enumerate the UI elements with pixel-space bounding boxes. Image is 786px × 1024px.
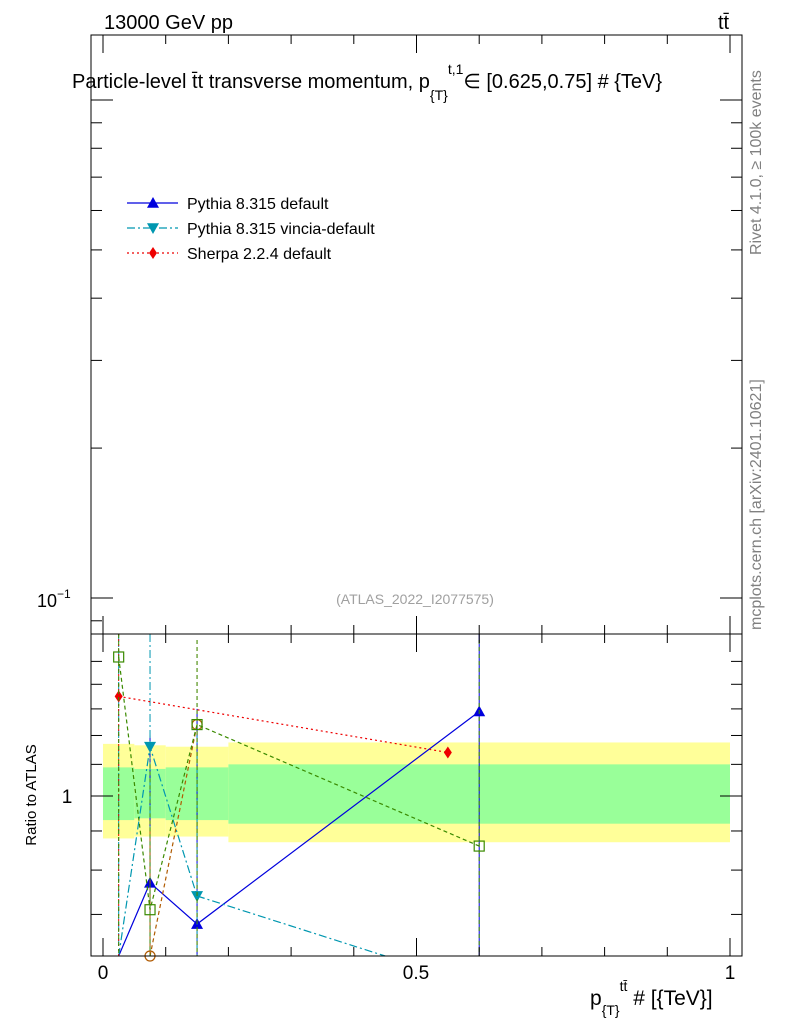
ratio-series [113,634,486,962]
series-line [149,724,198,957]
legend-entry-2: Sherpa 2.2.4 default [127,246,332,263]
data-point [144,741,157,753]
ratio-ticks [91,634,742,956]
legend-marker [147,223,159,234]
analysis-watermark: (ATLAS_2022_I2077575) [336,591,494,607]
y-tick-label-0.1: 10−1 [37,587,71,611]
series-line [118,695,448,754]
data-point [144,904,156,916]
x-axis-label: p{T}tt̄ # [{TeV}] [590,978,713,1018]
series-line [118,746,386,957]
series-line [118,710,480,957]
data-point [443,746,452,759]
data-point [473,840,485,852]
main-y-ticks [91,35,742,634]
mcplots-source-label: mcplots.cern.ch [arXiv:2401.10621] [748,379,765,630]
legend-entry-0: Pythia 8.315 default [127,196,329,213]
x-tick-label-1: 1 [725,963,736,984]
series-line [118,656,480,910]
x-tick-label-0.5: 0.5 [403,963,429,984]
main-plot-frame [90,34,743,635]
data-point [113,651,125,663]
legend-label: Pythia 8.315 default [187,196,329,213]
energy-label: 13000 GeV pp [104,12,233,34]
legend-label: Pythia 8.315 vincia-default [187,221,375,238]
data-point [191,891,204,902]
rivet-version-label: Rivet 4.1.0, ≥ 100k events [748,70,765,255]
chart-title: Particle-level t̄t transverse momentum, … [72,61,662,103]
legend-entry-1: Pythia 8.315 vincia-default [127,221,375,238]
legend: Pythia 8.315 default Pythia 8.315 vincia-… [127,196,375,263]
ratio-y-axis-label: Ratio to ATLAS [23,744,40,845]
legend-label: Sherpa 2.2.4 default [187,246,332,263]
legend-marker [147,197,159,208]
data-point [114,690,123,703]
series-4 [113,634,485,956]
ratio-y-tick-label-1: 1 [62,787,73,808]
process-label: tt̄ [718,12,730,34]
legend-marker [149,247,157,259]
data-point [191,718,203,731]
x-tick-label-0: 0 [98,963,109,984]
